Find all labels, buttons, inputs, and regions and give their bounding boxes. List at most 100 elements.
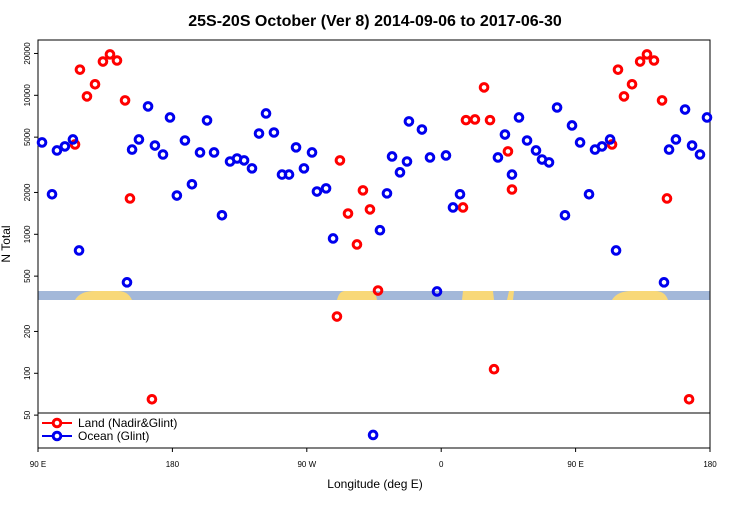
y-axis-label: N Total: [0, 225, 13, 262]
point: [59, 141, 71, 152]
point: [268, 127, 280, 138]
point: [641, 49, 653, 60]
point: [499, 129, 511, 140]
point: [612, 64, 624, 75]
point: [502, 146, 514, 157]
y-tick-label: 500: [23, 269, 32, 283]
land-strip: [507, 291, 514, 300]
point: [559, 209, 571, 221]
point: [46, 188, 58, 200]
y-tick-label: 10000: [23, 84, 32, 107]
point: [506, 169, 518, 180]
point: [104, 49, 116, 60]
point: [126, 144, 138, 155]
x-tick-label: 90 W: [297, 460, 316, 469]
point: [290, 142, 302, 153]
point: [351, 239, 363, 250]
point: [551, 102, 563, 113]
land-strip: [612, 291, 668, 300]
point: [431, 286, 443, 297]
legend-marker: [51, 417, 63, 429]
point: [574, 137, 586, 148]
point: [478, 82, 490, 93]
point: [381, 188, 393, 199]
point: [74, 64, 86, 75]
point: [447, 202, 459, 213]
y-tick-label: 5000: [23, 128, 32, 146]
point: [97, 56, 109, 67]
point: [457, 202, 469, 213]
point: [656, 95, 668, 106]
point: [454, 188, 466, 200]
point: [36, 137, 48, 148]
point: [216, 209, 228, 221]
point: [661, 193, 673, 204]
x-tick-label: 180: [703, 460, 717, 469]
point: [246, 163, 258, 174]
point: [394, 167, 406, 178]
point: [683, 393, 695, 405]
point: [424, 152, 436, 163]
y-tick-label: 100: [23, 366, 32, 380]
point: [543, 157, 555, 168]
point: [133, 134, 145, 145]
point: [386, 151, 398, 162]
point: [626, 79, 638, 90]
point: [283, 169, 295, 180]
point: [67, 134, 79, 145]
point: [506, 184, 518, 195]
point: [327, 233, 339, 244]
point: [416, 124, 428, 135]
point: [260, 108, 272, 119]
point: [484, 114, 496, 126]
point: [149, 140, 161, 151]
point: [121, 277, 133, 288]
point: [521, 135, 533, 146]
land-strip: [75, 291, 132, 300]
point: [618, 91, 630, 102]
x-tick-label: 90 E: [567, 460, 583, 469]
legend-marker: [51, 430, 63, 442]
y-tick-label: 1000: [23, 225, 32, 243]
point: [357, 185, 369, 196]
x-tick-label: 90 E: [30, 460, 46, 469]
x-tick-label: 180: [166, 460, 180, 469]
point: [124, 193, 136, 204]
point: [311, 186, 323, 197]
point: [403, 116, 415, 127]
point: [208, 147, 220, 158]
point: [566, 120, 578, 131]
point: [298, 163, 310, 174]
y-tick-label: 2000: [23, 183, 32, 201]
point: [320, 183, 332, 194]
point: [634, 56, 646, 67]
point: [604, 134, 616, 145]
legend-label: Land (Nadir&Glint): [78, 416, 177, 430]
point: [372, 285, 384, 296]
plot-frame: [37, 39, 711, 449]
point: [73, 245, 85, 256]
point: [374, 224, 386, 236]
point: [81, 91, 93, 102]
y-tick-label: 50: [23, 410, 32, 419]
point: [606, 139, 618, 150]
point: [51, 145, 63, 156]
point: [111, 55, 123, 66]
point: [367, 429, 379, 441]
land-strip: [462, 291, 494, 300]
point: [253, 128, 265, 139]
point: [164, 112, 176, 123]
point: [331, 311, 343, 322]
point: [440, 150, 452, 161]
point: [157, 149, 169, 160]
land-strip: [337, 291, 377, 300]
point: [530, 145, 542, 156]
legend-label: Ocean (Glint): [78, 429, 149, 443]
point: [488, 363, 500, 375]
point: [171, 190, 183, 201]
point: [334, 155, 346, 166]
point: [460, 114, 472, 126]
point: [186, 178, 198, 190]
y-tick-label: 200: [23, 324, 32, 338]
